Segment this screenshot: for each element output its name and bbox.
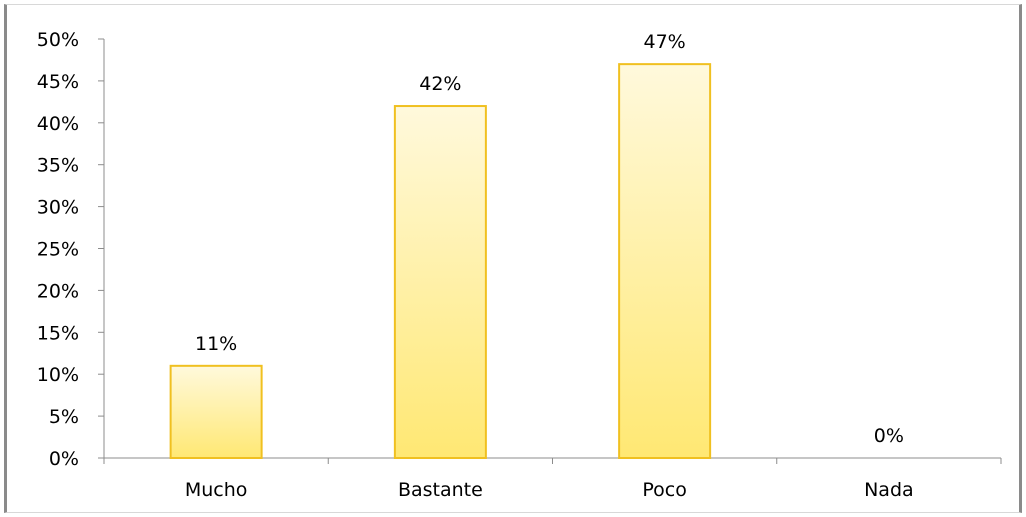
y-tick-label: 45% xyxy=(37,71,79,93)
data-label: 0% xyxy=(874,425,904,447)
y-tick-label: 20% xyxy=(37,280,79,302)
y-tick-label: 25% xyxy=(37,239,79,261)
bar xyxy=(618,63,712,459)
y-tick-label: 40% xyxy=(37,113,79,135)
data-label: 47% xyxy=(644,31,686,53)
y-tick-label: 30% xyxy=(37,197,79,219)
bar xyxy=(169,364,263,460)
category-label: Mucho xyxy=(185,479,248,501)
y-axis: 0% 5% 10% 15% 20% 25% 30% 35% 40% 45% 50% xyxy=(37,29,105,470)
data-label: 42% xyxy=(419,73,461,95)
x-axis: Mucho Bastante Poco Nada xyxy=(103,457,1002,501)
y-tick-label: 35% xyxy=(37,155,79,177)
data-labels: 11% 42% 47% 0% xyxy=(195,31,904,447)
y-tick-label: 0% xyxy=(49,448,79,470)
bar xyxy=(393,105,487,459)
y-tick-label: 5% xyxy=(49,406,79,428)
bar-chart: 0% 5% 10% 15% 20% 25% 30% 35% 40% 45% 50% Mucho Bas… xyxy=(37,29,1002,501)
chart-frame: 0% 5% 10% 15% 20% 25% 30% 35% 40% 45% 50% Mucho Bas… xyxy=(4,4,1022,513)
y-tick-label: 15% xyxy=(37,322,79,344)
category-label: Poco xyxy=(642,479,686,501)
y-tick-label: 10% xyxy=(37,364,79,386)
y-tick-label: 50% xyxy=(37,29,79,51)
category-label: Bastante xyxy=(398,479,483,501)
category-label: Nada xyxy=(864,479,914,501)
bars xyxy=(169,63,712,460)
data-label: 11% xyxy=(195,333,237,355)
